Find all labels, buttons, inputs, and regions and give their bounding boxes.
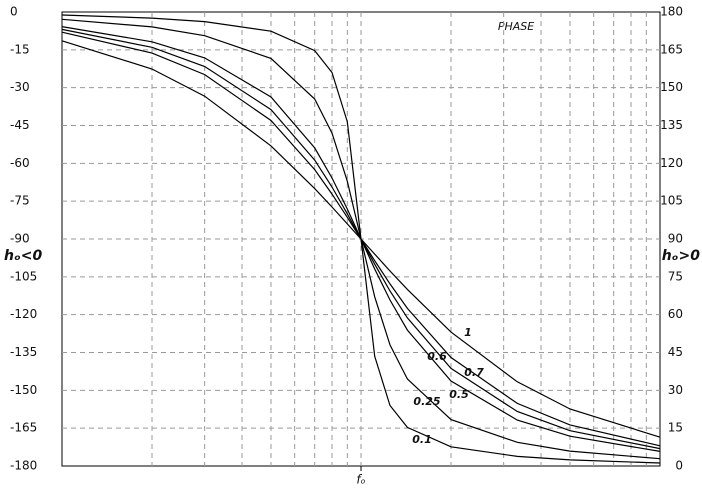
y2-tick-label: 90 [668,232,683,246]
curve [61,40,661,438]
y2-tick-label: 0 [675,459,683,473]
curve-label: 0.5 [449,388,469,401]
y2-tick-label: 60 [668,307,683,321]
y2-tick-label: 30 [668,383,683,397]
y2-tick-label: 135 [660,118,683,132]
y-tick-label: -150 [10,383,37,397]
curve-label: 0.7 [464,366,484,379]
y-tick-label: -120 [10,307,37,321]
y-tick-label: -165 [10,421,37,435]
curve-label: 0.25 [413,395,440,408]
y-tick-label: -75 [10,194,30,208]
y2-tick-label: 45 [668,345,683,359]
y-tick-label: 0 [10,5,18,19]
y-tick-label: -30 [10,80,30,94]
y-tick-label: -105 [10,269,37,283]
y2-tick-label: 75 [668,269,683,283]
y2-tick-label: 120 [660,156,683,170]
y-tick-label: -180 [10,459,37,473]
y-tick-label: -135 [10,345,37,359]
y2-tick-label: 165 [660,42,683,56]
curve-label: 1 [464,326,472,339]
curve-label: 0.1 [412,433,432,446]
y2-tick-label: 150 [660,80,683,94]
y-tick-label: -60 [10,156,30,170]
y2-axis-label: hₒ>0 [662,248,701,264]
annotation: PHASE [498,20,534,33]
y-axis-label: hₒ<0 [4,248,43,264]
y2-tick-label: 180 [660,5,683,19]
y2-tick-label: 15 [668,421,683,435]
y-tick-label: -90 [10,232,30,246]
y-tick-label: -15 [10,42,30,56]
curve-label: 0.6 [427,350,447,363]
y-tick-label: -45 [10,118,30,132]
x-tick-label: fₒ [356,473,365,487]
y2-tick-label: 105 [660,194,683,208]
